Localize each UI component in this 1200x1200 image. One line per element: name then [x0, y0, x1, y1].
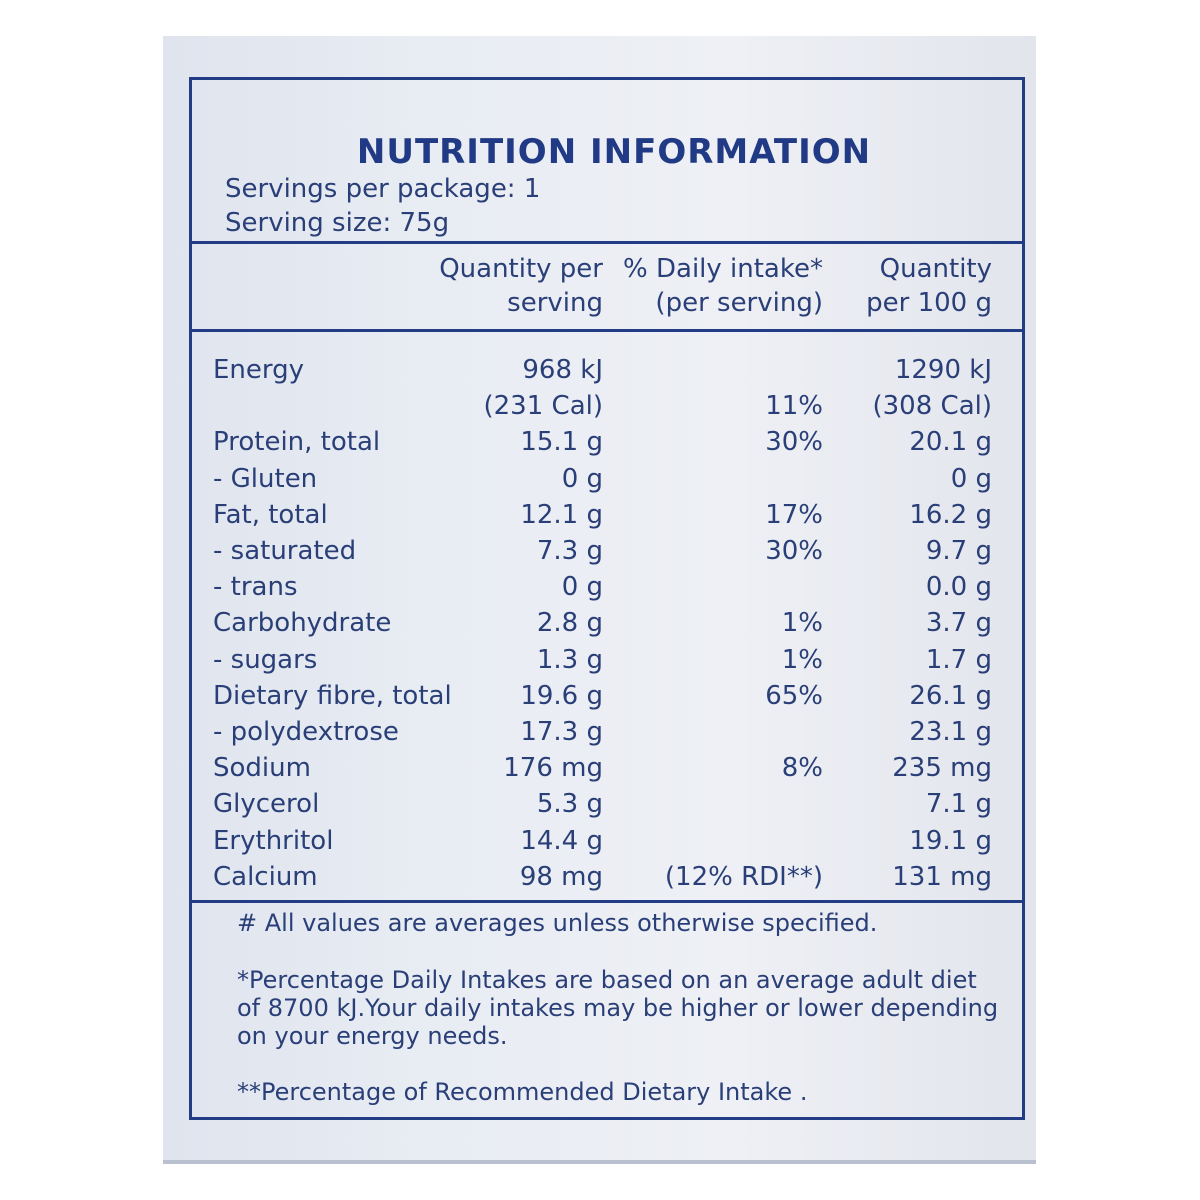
nutrient-name: - Gluten: [213, 464, 318, 494]
quantity-per-serving: (231 Cal): [483, 391, 604, 421]
quantity-per-100g: 3.7 g: [925, 608, 992, 638]
quantity-per-100g: 0.0 g: [925, 572, 992, 602]
nutrient-name: Carbohydrate: [213, 608, 392, 638]
nutrient-name: Erythritol: [213, 826, 334, 856]
column-header-per-100g-line1: Quantity: [879, 254, 992, 284]
quantity-per-serving: 0 g: [561, 464, 603, 494]
daily-intake: 65%: [765, 681, 823, 711]
daily-intake: 11%: [765, 391, 823, 421]
quantity-per-serving: 2.8 g: [536, 608, 603, 638]
quantity-per-serving: 14.4 g: [520, 826, 603, 856]
column-header-daily-intake-line2: (per serving): [655, 288, 823, 318]
quantity-per-100g: (308 Cal): [872, 391, 993, 421]
daily-intake: 17%: [765, 500, 823, 530]
quantity-per-100g: 7.1 g: [925, 789, 992, 819]
nutrient-name: Dietary fibre, total: [213, 681, 452, 711]
nutrient-name: Calcium: [213, 862, 318, 892]
nutrient-name: - polydextrose: [213, 717, 399, 747]
quantity-per-serving: 19.6 g: [520, 681, 603, 711]
quantity-per-100g: 23.1 g: [909, 717, 992, 747]
page-title: NUTRITION INFORMATION: [356, 132, 872, 172]
quantity-per-serving: 12.1 g: [520, 500, 603, 530]
quantity-per-serving: 5.3 g: [536, 789, 603, 819]
quantity-per-100g: 1.7 g: [925, 645, 992, 675]
quantity-per-100g: 16.2 g: [909, 500, 992, 530]
column-header-per-serving: Quantity per serving: [439, 252, 603, 320]
note-averages: # All values are averages unless otherwi…: [237, 909, 878, 937]
daily-intake: 8%: [781, 753, 823, 783]
quantity-per-100g: 26.1 g: [909, 681, 992, 711]
column-header-daily-intake-line1: % Daily intake*: [623, 254, 823, 284]
daily-intake: 1%: [781, 645, 823, 675]
daily-intake: 30%: [765, 427, 823, 457]
quantity-per-serving: 98 mg: [519, 862, 603, 892]
servings-per-package: Servings per package: 1: [225, 174, 541, 204]
nutrient-name: Energy: [213, 355, 305, 385]
quantity-per-100g: 19.1 g: [909, 826, 992, 856]
nutrient-name: - saturated: [213, 536, 357, 566]
daily-intake: 1%: [781, 608, 823, 638]
nutrient-name: Protein, total: [213, 427, 381, 457]
quantity-per-100g: 9.7 g: [925, 536, 992, 566]
nutrient-name: - sugars: [213, 645, 318, 675]
quantity-per-serving: 7.3 g: [536, 536, 603, 566]
divider-header-bottom: [189, 329, 1025, 332]
column-header-per-100g-line2: per 100 g: [866, 288, 992, 318]
note-rdi: **Percentage of Recommended Dietary Inta…: [237, 1078, 808, 1106]
nutrient-name: Sodium: [213, 753, 311, 783]
nutrient-name: Glycerol: [213, 789, 320, 819]
note-daily-intake: *Percentage Daily Intakes are based on a…: [237, 966, 999, 1050]
daily-intake: (12% RDI**): [664, 862, 823, 892]
quantity-per-serving: 17.3 g: [520, 717, 603, 747]
quantity-per-100g: 1290 kJ: [894, 355, 992, 385]
column-header-per-serving-line2: serving: [507, 288, 603, 318]
quantity-per-100g: 131 mg: [892, 862, 992, 892]
column-header-per-serving-line1: Quantity per: [439, 254, 603, 284]
daily-intake: 30%: [765, 536, 823, 566]
quantity-per-100g: 235 mg: [892, 753, 992, 783]
quantity-per-100g: 20.1 g: [909, 427, 992, 457]
quantity-per-serving: 0 g: [561, 572, 603, 602]
nutrient-name: - trans: [213, 572, 298, 602]
column-header-per-100g: Quantity per 100 g: [866, 252, 992, 320]
column-header-daily-intake: % Daily intake* (per serving): [623, 252, 823, 320]
divider-header-top: [189, 241, 1025, 244]
quantity-per-serving: 15.1 g: [520, 427, 603, 457]
quantity-per-serving: 176 mg: [503, 753, 603, 783]
serving-size: Serving size: 75g: [225, 208, 450, 238]
table-frame: [189, 77, 1025, 1120]
quantity-per-serving: 1.3 g: [536, 645, 603, 675]
label-panel: [163, 36, 1036, 1164]
quantity-per-serving: 968 kJ: [522, 355, 603, 385]
divider-notes-top: [189, 900, 1025, 903]
nutrient-name: Fat, total: [213, 500, 328, 530]
quantity-per-100g: 0 g: [950, 464, 992, 494]
